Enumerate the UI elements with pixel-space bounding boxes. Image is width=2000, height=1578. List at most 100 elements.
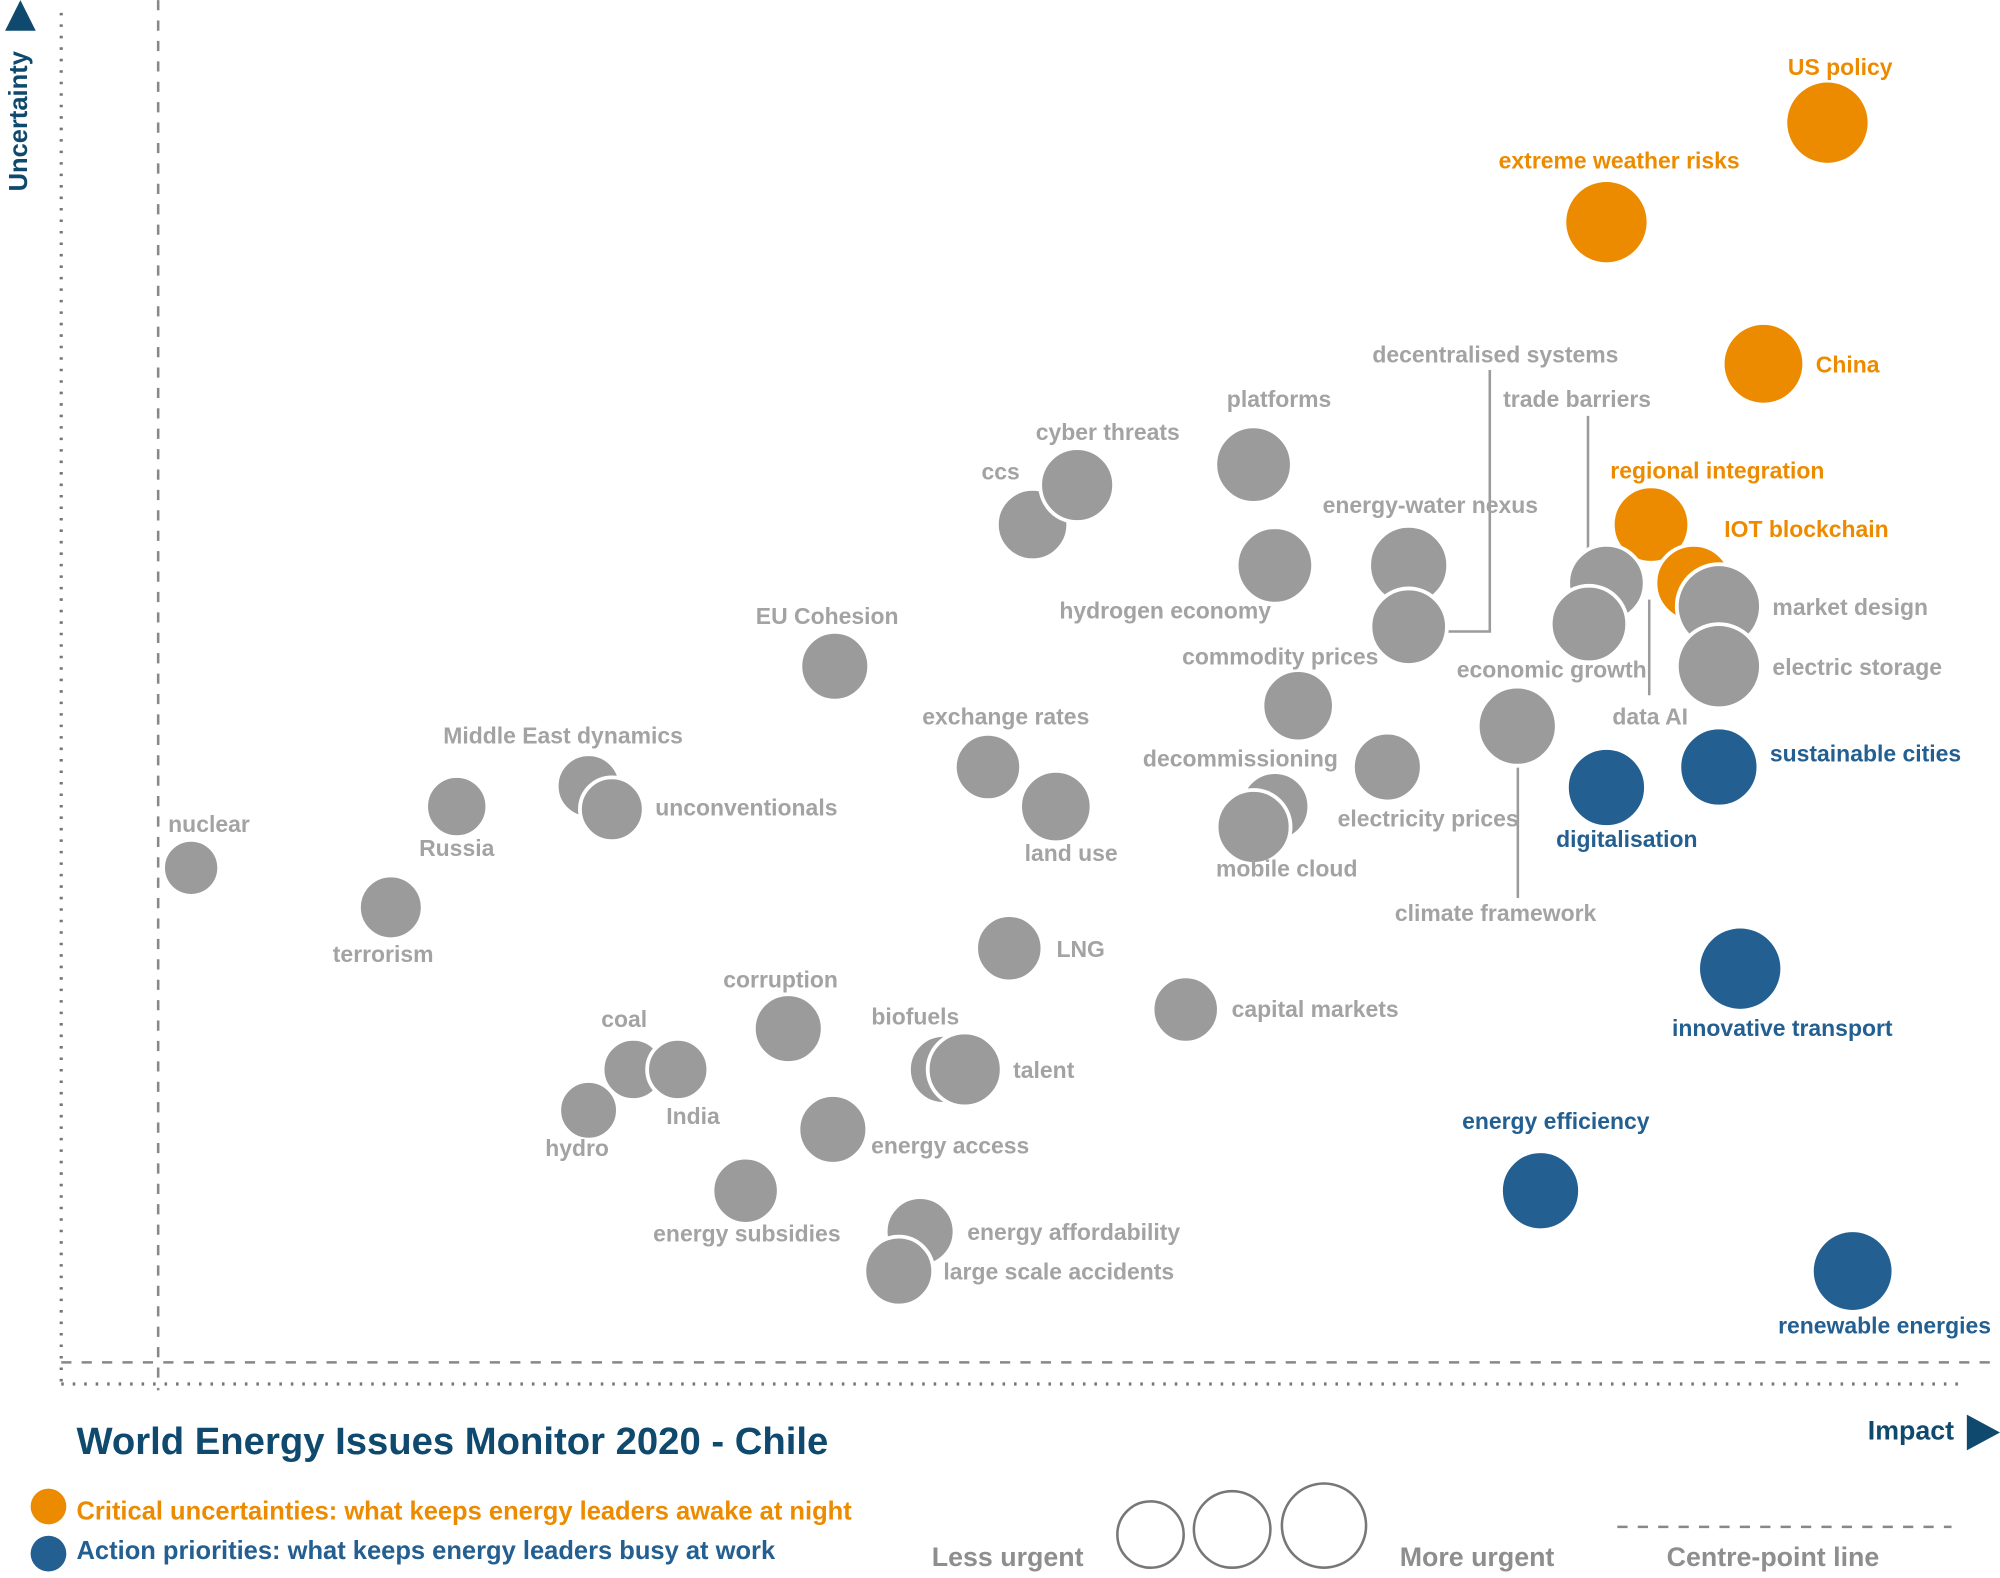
leader-line: [1447, 369, 1492, 633]
bubble: [1213, 424, 1294, 505]
bubble: [1783, 78, 1872, 167]
bubble-label: capital markets: [1232, 996, 1399, 1022]
bubble: [1548, 583, 1630, 665]
bubble-label: land use: [1025, 840, 1118, 866]
legend-label: Action priorities: what keeps energy lea…: [77, 1537, 776, 1565]
bubble: [1610, 484, 1692, 565]
bubble-label: China: [1816, 351, 1880, 377]
bubble-label: mobile cloud: [1216, 855, 1357, 881]
bubble: [578, 775, 646, 844]
size-legend-circle: [1192, 1489, 1272, 1569]
bubble-label: extreme weather risks: [1499, 147, 1740, 173]
bubble-label: data AI: [1612, 703, 1688, 729]
bubble: [1674, 622, 1763, 711]
bubble-label: talent: [1013, 1057, 1075, 1083]
bubble-label: trade barriers: [1503, 386, 1651, 412]
bubble: [796, 1093, 870, 1166]
y-axis-label: Uncertainty: [5, 50, 33, 191]
size-legend-circle: [1280, 1482, 1368, 1569]
bubble-label: climate framework: [1395, 900, 1597, 926]
bubble-label: electric storage: [1772, 654, 1942, 680]
bubble: [1475, 684, 1559, 768]
bubble-label: Russia: [419, 835, 494, 861]
bubble-label: digitalisation: [1556, 826, 1697, 852]
bubble: [645, 1036, 711, 1102]
bubble-label: sustainable cities: [1770, 741, 1961, 767]
bubble: [1677, 725, 1761, 809]
bubble-label: economic growth: [1457, 656, 1647, 682]
bubble-label: regional integration: [1610, 457, 1824, 483]
bubble: [1562, 178, 1651, 267]
bubble: [1499, 1149, 1582, 1233]
bubble-label: corruption: [723, 966, 838, 992]
bubble-label: Middle East dynamics: [443, 723, 683, 749]
bubble-label: ccs: [982, 459, 1020, 485]
bubbles: [161, 78, 1896, 1314]
bubble: [1038, 446, 1117, 524]
legend-swatch: [30, 1488, 67, 1525]
bubble-label: platforms: [1227, 386, 1332, 412]
bubble: [424, 774, 490, 840]
bubble: [161, 837, 222, 898]
bubble-label: energy efficiency: [1462, 1108, 1650, 1134]
bubble: [925, 1030, 1004, 1109]
bubble: [1720, 321, 1807, 407]
bubble-label: innovative transport: [1672, 1015, 1893, 1041]
bubble: [557, 1079, 620, 1142]
bubble-label: exchange rates: [922, 704, 1089, 730]
bubble: [1350, 730, 1424, 804]
labels: US policy extreme weather risks China regio…: [168, 54, 1991, 1338]
legend-label: Critical uncertainties: what keeps energ…: [77, 1498, 853, 1526]
bubble: [1809, 1228, 1896, 1314]
bubble: [710, 1155, 781, 1226]
bubble-label: hydro: [545, 1135, 609, 1161]
legend-swatch: [30, 1535, 67, 1572]
x-axis-label: Impact: [1868, 1416, 1954, 1446]
bubble-label: commodity prices: [1182, 644, 1378, 670]
bubble: [1234, 525, 1316, 606]
x-axis-arrow: [1966, 1414, 2000, 1451]
bubble-label: decentralised systems: [1372, 341, 1618, 367]
bubble: [1214, 788, 1293, 866]
bubble-label: coal: [601, 1006, 647, 1032]
bubble: [1564, 746, 1648, 829]
bubble-label: India: [666, 1103, 720, 1129]
bubble: [1260, 668, 1336, 744]
bubble: [1696, 924, 1785, 1013]
bubble-label: US policy: [1788, 54, 1893, 80]
bubble-label: energy-water nexus: [1323, 492, 1538, 518]
bubble-label: LNG: [1056, 936, 1104, 962]
bubble-label: energy affordability: [967, 1219, 1180, 1245]
bubble-label: unconventionals: [655, 794, 837, 820]
size-legend-high: More urgent: [1400, 1542, 1555, 1572]
size-legend-circle: [1116, 1500, 1185, 1569]
bubble-label: terrorism: [333, 941, 434, 967]
bubble: [952, 731, 1024, 803]
bubble-label: hydrogen economy: [1059, 598, 1271, 624]
bubble-label: market design: [1772, 594, 1928, 620]
bubble-label: energy subsidies: [653, 1220, 840, 1246]
chart-title: World Energy Issues Monitor 2020 - Chile: [77, 1420, 829, 1463]
bubble: [1150, 974, 1221, 1045]
bubble-label: energy access: [871, 1132, 1029, 1158]
bubble-label: biofuels: [871, 1004, 959, 1030]
size-legend-low: Less urgent: [932, 1542, 1084, 1572]
centre-line-legend-label: Centre-point line: [1667, 1542, 1880, 1572]
bubble: [1368, 586, 1449, 667]
bubble: [798, 629, 872, 703]
bubble-label: EU Cohesion: [756, 603, 899, 629]
bubble-label: electricity prices: [1338, 806, 1519, 832]
y-axis-arrow: [5, 0, 36, 31]
bubble-label: renewable energies: [1778, 1312, 1991, 1338]
bubble: [862, 1234, 936, 1308]
bubble: [1018, 768, 1094, 845]
bubble: [974, 913, 1045, 984]
bubble-label: IOT blockchain: [1724, 516, 1888, 542]
bubble: [357, 873, 425, 942]
bubble-label: nuclear: [168, 811, 250, 837]
bubble: [751, 992, 825, 1065]
bubble-label: cyber threats: [1036, 419, 1180, 445]
bubble-label: decommissioning: [1143, 746, 1338, 772]
